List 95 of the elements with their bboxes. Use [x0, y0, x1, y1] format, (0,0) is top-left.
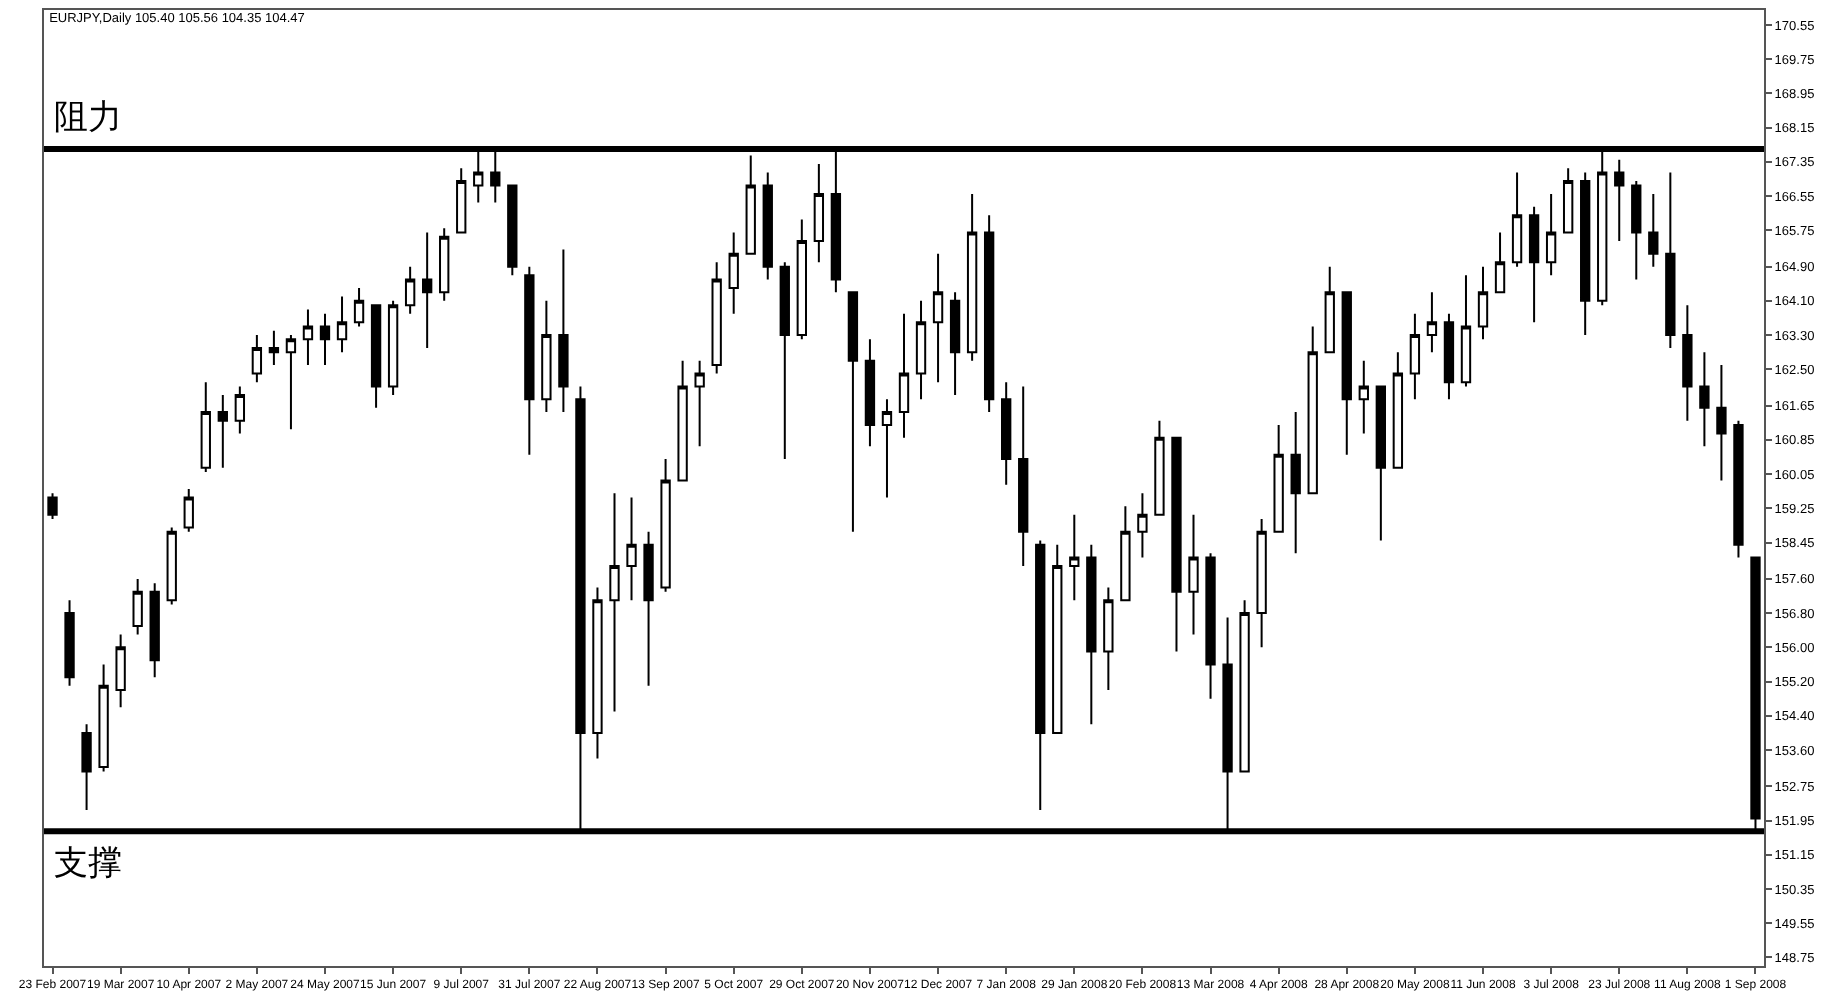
- candlestick: [1154, 419, 1165, 516]
- candlestick: [1188, 513, 1199, 636]
- candlestick: [1001, 381, 1012, 486]
- candlestick: [200, 381, 211, 473]
- candlestick: [1137, 492, 1148, 559]
- candlestick: [1716, 364, 1727, 482]
- candlestick: [1562, 167, 1574, 234]
- candlestick: [1477, 265, 1489, 341]
- candlestick: [524, 265, 535, 456]
- candlestick: [1682, 304, 1693, 422]
- candlestick: [234, 385, 246, 435]
- candlestick: [1528, 205, 1540, 324]
- candlestick: [1273, 423, 1284, 533]
- candlestick: [1392, 351, 1404, 469]
- candlestick: [64, 599, 75, 687]
- candlestick: [1665, 171, 1676, 349]
- candlestick: [847, 291, 859, 533]
- candlestick: [81, 723, 92, 811]
- candlestick: [1580, 171, 1591, 337]
- candlestick: [694, 359, 705, 448]
- candlestick: [1171, 436, 1182, 653]
- candlestick: [898, 312, 910, 439]
- candlestick: [1018, 385, 1029, 568]
- candlestick: [1614, 158, 1625, 242]
- candlestick: [268, 329, 280, 367]
- candlestick: [643, 530, 654, 687]
- candlestick: [541, 299, 552, 414]
- candlestick: [779, 261, 790, 461]
- candlestick: [626, 496, 637, 602]
- candlestick: [1103, 586, 1114, 692]
- candlestick: [251, 334, 263, 384]
- candlestick: [115, 633, 126, 709]
- candlestick: [1443, 312, 1455, 401]
- candlestick: [1069, 513, 1080, 602]
- candlestick: [1341, 291, 1352, 456]
- candlestick: [1409, 312, 1421, 401]
- candlestick: [864, 338, 876, 448]
- candlestick: [915, 299, 927, 401]
- candlestick: [1239, 599, 1250, 773]
- candlestick: [217, 393, 228, 469]
- candlestick: [183, 488, 194, 533]
- candlestick: [387, 299, 399, 396]
- candlestick: [1375, 385, 1386, 542]
- candlestick: [592, 586, 603, 760]
- candlestick: [1205, 552, 1216, 700]
- candlestick: [507, 184, 518, 277]
- candlestick: [302, 308, 314, 367]
- candlestick: [285, 334, 297, 431]
- candlestick: [166, 526, 177, 606]
- candlestick: [370, 304, 382, 409]
- candlestick: [439, 227, 450, 302]
- candlestick: [1699, 351, 1710, 448]
- candlestick: [609, 492, 620, 713]
- candlestick: [1324, 265, 1335, 354]
- candlestick: [813, 162, 825, 264]
- candlestick: [881, 398, 893, 499]
- candlestick: [728, 231, 739, 315]
- candlestick: [796, 218, 807, 341]
- candlestick: [1052, 543, 1063, 734]
- candlestick: [336, 295, 348, 354]
- candlestick: [149, 582, 160, 679]
- candlestick: [1631, 180, 1642, 281]
- ref-line-label: 阻力: [54, 98, 122, 138]
- candlestick: [47, 492, 58, 521]
- ref-line-label: 支撑: [54, 844, 122, 884]
- candlestick: [1120, 505, 1131, 602]
- candlestick: [1086, 543, 1097, 726]
- candlestick: [1358, 359, 1369, 435]
- candlestick: [404, 265, 416, 315]
- candlestick: [711, 261, 722, 375]
- candlestick: [1035, 539, 1046, 811]
- candlestick: [353, 287, 365, 328]
- candlestick: [1307, 325, 1318, 495]
- candlestick: [1733, 419, 1744, 559]
- candlestick: [319, 312, 331, 367]
- candlestick: [1426, 291, 1438, 354]
- candlestick: [660, 458, 671, 593]
- candlestick: [1511, 171, 1523, 268]
- candlestick: [98, 663, 109, 773]
- candlestick: [949, 291, 961, 396]
- candlestick: [1460, 274, 1472, 388]
- candlestick: [422, 231, 433, 349]
- candlestick: [1256, 518, 1267, 649]
- candlestick: [983, 214, 995, 414]
- candlestick: [1290, 411, 1301, 555]
- candlestick: [762, 171, 773, 281]
- candlestick: [456, 167, 467, 234]
- candlestick: [966, 192, 978, 362]
- candlestick: [1494, 231, 1506, 294]
- candlestick: [132, 577, 143, 636]
- candlestick: [1648, 192, 1659, 268]
- candlestick: [558, 248, 569, 414]
- candlestick: [677, 359, 688, 482]
- candlestick: [932, 252, 944, 384]
- candlestick: [1545, 192, 1557, 277]
